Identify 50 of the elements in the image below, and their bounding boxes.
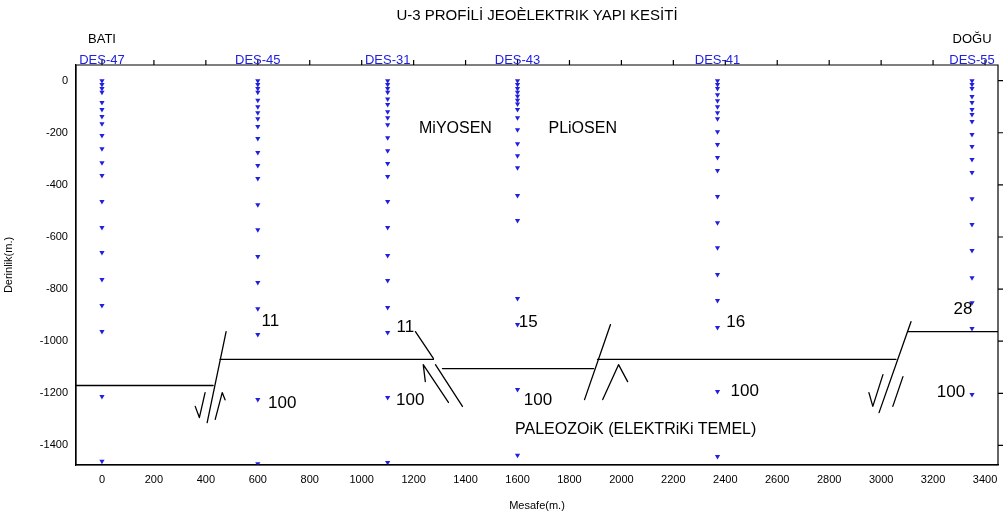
x-tick-label: 200 (144, 472, 164, 485)
series-label: DES-45 (235, 52, 281, 67)
x-tick-label: 2800 (816, 472, 842, 485)
text: BATI (88, 31, 116, 46)
x-tick-label: 3200 (920, 472, 946, 485)
x-tick-label: 2200 (661, 472, 686, 485)
y-tick-label: -800 (45, 282, 68, 295)
y-tick-label: 0 (61, 73, 68, 86)
series-label: DES-55 (949, 52, 995, 67)
x-tick-label: 400 (196, 472, 216, 485)
annotation: 100 (396, 390, 425, 410)
y-tick-label: -1000 (39, 334, 68, 347)
x-tick-label: 1800 (557, 472, 582, 485)
annotation: 11 (396, 317, 415, 337)
annotation: PALEOZOiK (ELEKTRiKi TEMEL) (515, 419, 757, 437)
x-tick-label: 600 (248, 472, 267, 485)
y-tick-label: -600 (45, 230, 68, 243)
y-tick-label: -1200 (39, 386, 68, 399)
x-tick-label: 800 (300, 472, 319, 485)
y-axis-title: Derinlik(m.) (1, 236, 14, 294)
series-label: DES-43 (494, 52, 541, 67)
series-label: DES-41 (694, 52, 741, 67)
series-label: DES-31 (364, 52, 411, 67)
x-tick-label: 1000 (349, 472, 374, 485)
annotation: 100 (730, 381, 759, 401)
text: DOĞU (952, 31, 992, 46)
annotation: 16 (726, 312, 746, 332)
annotation: 100 (268, 393, 297, 413)
y-tick-label: -200 (45, 125, 68, 138)
annotation: 100 (936, 382, 966, 402)
x-axis-title: Mesafe(m.) (509, 499, 565, 512)
annotation: 28 (953, 299, 973, 319)
x-tick-label: 1600 (505, 472, 530, 485)
x-tick-label: 2400 (713, 472, 738, 485)
annotation: PLiOSEN (548, 118, 617, 136)
x-tick-label: 2000 (609, 472, 634, 485)
annotation: MiYOSEN (419, 118, 492, 136)
x-tick-label: 3000 (868, 472, 894, 485)
series-label: DES-47 (79, 52, 125, 67)
y-tick-label: -400 (45, 177, 68, 190)
annotation: 100 (523, 390, 553, 410)
x-tick-label: 3400 (972, 472, 998, 485)
x-tick-label: 0 (98, 472, 106, 485)
x-tick-label: 1400 (453, 472, 478, 485)
chart-title: U-3 PROFİLİ JEOÈLEKTRIK YAPI KESİTİ (396, 6, 678, 24)
annotation: 11 (261, 311, 280, 331)
annotation: 15 (518, 312, 538, 332)
x-tick-label: 1200 (401, 472, 426, 485)
x-tick-label: 2600 (765, 472, 790, 485)
y-tick-label: -1400 (39, 438, 68, 451)
